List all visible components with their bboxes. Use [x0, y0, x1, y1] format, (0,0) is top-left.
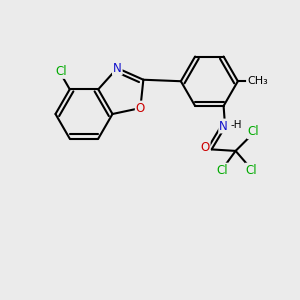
- Text: N: N: [113, 61, 122, 75]
- Text: CH₃: CH₃: [247, 76, 268, 86]
- Text: O: O: [136, 102, 145, 115]
- Text: -H: -H: [231, 120, 242, 130]
- Text: O: O: [200, 141, 210, 154]
- Text: Cl: Cl: [216, 164, 228, 177]
- Text: Cl: Cl: [248, 125, 260, 138]
- Text: Cl: Cl: [246, 164, 257, 177]
- Text: Cl: Cl: [56, 65, 67, 78]
- Text: N: N: [219, 119, 228, 133]
